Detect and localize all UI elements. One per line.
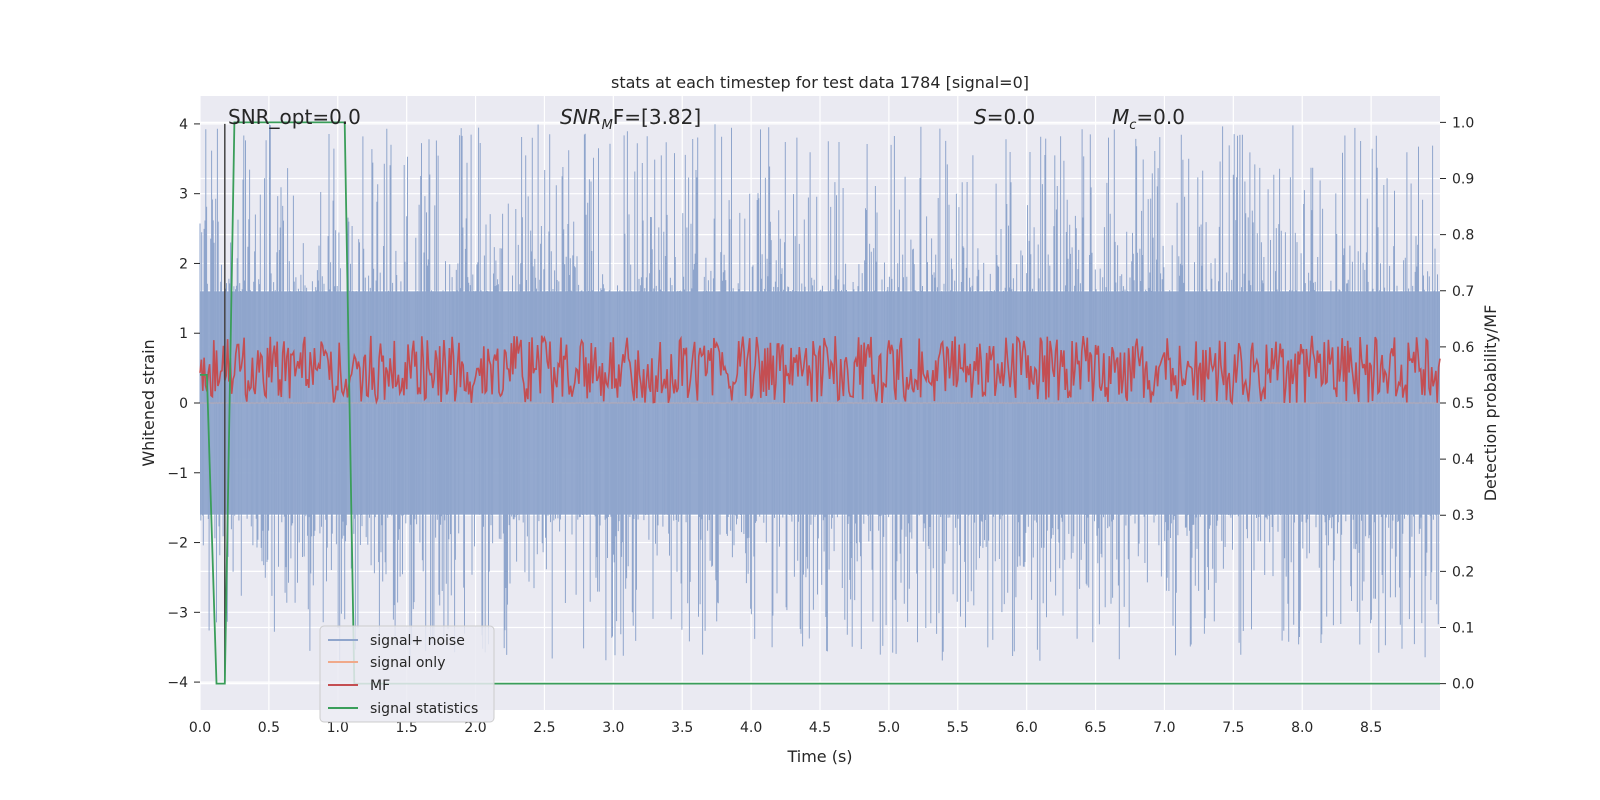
x-tick-label: 4.5 (809, 720, 831, 736)
mc-prefix: M (1112, 105, 1129, 129)
x-tick-label: 2.0 (464, 720, 486, 736)
s-prefix: S (974, 105, 987, 129)
y2-tick-label: 0.7 (1452, 284, 1474, 300)
x-axis-label: Time (s) (786, 747, 852, 766)
y-tick-label: 2 (179, 256, 188, 272)
y2-tick-label: 0.4 (1452, 452, 1474, 468)
annotation-s: S=0.0 (974, 105, 1035, 129)
y2-tick-label: 0.1 (1452, 620, 1474, 636)
mc-suffix: =0.0 (1136, 105, 1185, 129)
y-tick-label: 3 (179, 187, 188, 203)
snr-mf-suffix: F=[3.82] (613, 105, 701, 129)
y2-tick-label: 0.3 (1452, 508, 1474, 524)
chart-title: stats at each timestep for test data 178… (611, 73, 1029, 92)
legend: signal+ noise signal only MF signal stat… (319, 625, 495, 723)
y-tick-label: −1 (167, 466, 188, 482)
mf-series (199, 335, 1441, 406)
x-tick-label: 1.5 (396, 720, 418, 736)
legend-label-signal-statistics: signal statistics (370, 701, 478, 717)
x-tick-label: 0.0 (189, 720, 211, 736)
snr-mf-prefix: SNR (560, 105, 602, 129)
annotation-snr-mf: SNRMF=[3.82] (560, 105, 701, 133)
y-ticks: −4 −3 −2 −1 0 1 2 3 4 (167, 117, 200, 691)
x-tick-label: 5.0 (878, 720, 900, 736)
x-tick-label: 5.5 (947, 720, 969, 736)
x-tick-label: 6.0 (1016, 720, 1038, 736)
x-tick-label: 3.5 (671, 720, 693, 736)
snr-mf-sub: M (602, 118, 613, 133)
y-tick-label: −4 (167, 675, 188, 691)
mc-sub: c (1129, 118, 1136, 133)
legend-label-mf: MF (370, 678, 390, 694)
legend-label-signal-noise: signal+ noise (370, 633, 465, 649)
x-tick-label: 4.0 (740, 720, 762, 736)
legend-box (319, 625, 495, 723)
x-tick-label: 8.5 (1360, 720, 1382, 736)
y-tick-label: 1 (179, 326, 188, 342)
y-tick-label: 4 (179, 117, 188, 133)
y2-tick-label: 0.9 (1452, 172, 1474, 188)
x-ticks: 0.0 0.5 1.0 1.5 2.0 2.5 3.0 3.5 4.0 4.5 5.0 5.5 6.0 6… (189, 720, 1382, 736)
x-tick-label: 1.0 (327, 720, 349, 736)
y2-tick-label: 0.5 (1452, 396, 1474, 412)
x-tick-label: 7.5 (1222, 720, 1244, 736)
x-tick-label: 0.5 (258, 720, 280, 736)
y2-tick-label: 0.2 (1452, 564, 1474, 580)
y2-ticks: 0.0 0.1 0.2 0.3 0.4 0.5 0.6 0.7 0.8 0.9 1.0 (1440, 115, 1474, 693)
y2-tick-label: 1.0 (1452, 115, 1474, 131)
s-suffix: =0.0 (987, 105, 1036, 129)
y-tick-label: −2 (167, 536, 188, 552)
series-signal-noise (199, 124, 1440, 661)
y-tick-label: 0 (179, 396, 188, 412)
x-tick-label: 3.0 (602, 720, 624, 736)
annotation-snr-opt: SNR_opt=0.0 (228, 105, 361, 129)
annotation-mc: Mc=0.0 (1112, 105, 1185, 133)
y2-tick-label: 0.6 (1452, 340, 1474, 356)
x-tick-label: 8.0 (1291, 720, 1313, 736)
x-tick-label: 6.5 (1084, 720, 1106, 736)
y2-tick-label: 0.0 (1452, 677, 1474, 693)
x-tick-label: 7.0 (1153, 720, 1175, 736)
series-mf (199, 335, 1441, 406)
y-axis-label: Whitened strain (139, 339, 158, 466)
noise-series (199, 124, 1440, 661)
y-tick-label: −3 (167, 605, 188, 621)
y2-axis-label: Detection probability/MF (1481, 305, 1500, 502)
legend-label-signal-only: signal only (370, 655, 445, 671)
x-tick-label: 2.5 (533, 720, 555, 736)
y2-tick-label: 0.8 (1452, 228, 1474, 244)
